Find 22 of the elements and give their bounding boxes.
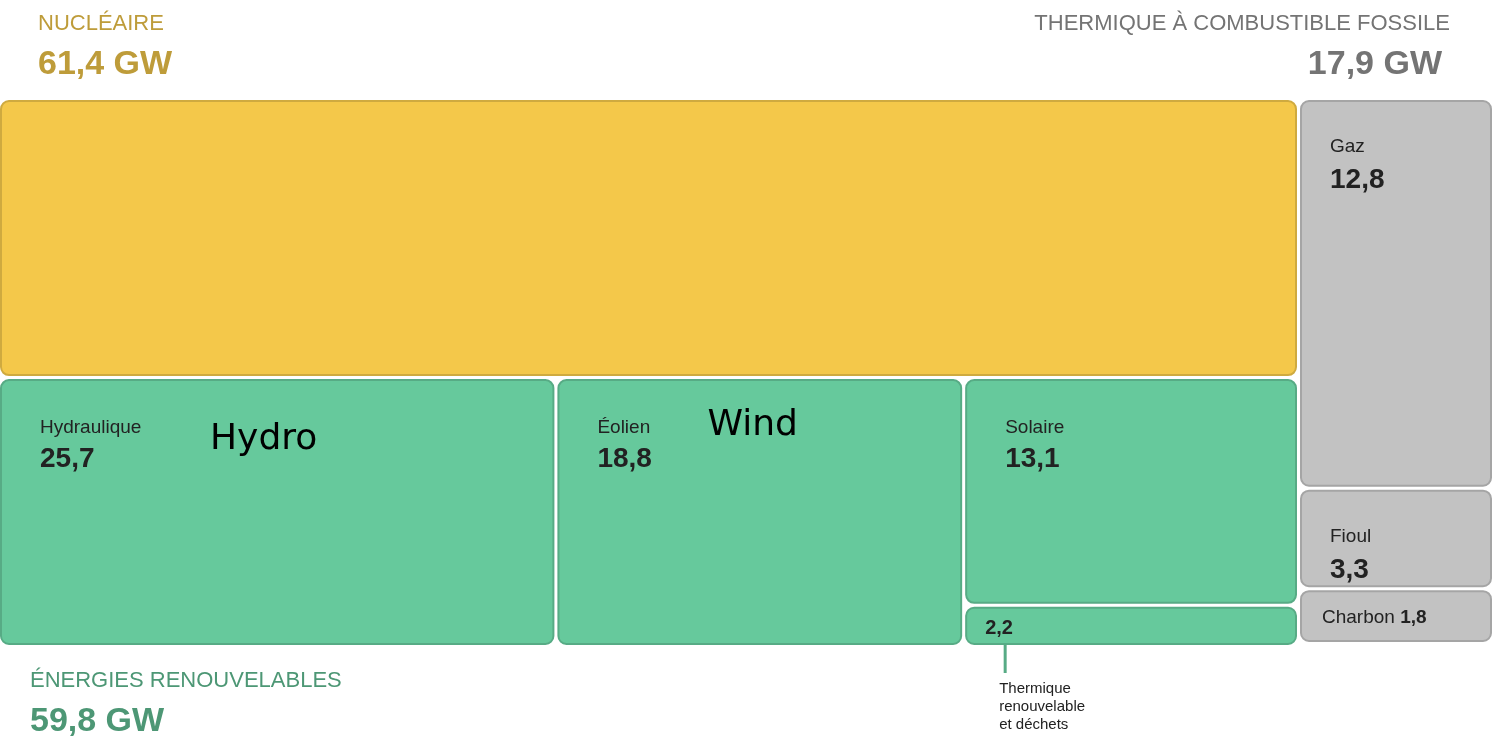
category-label: Charbon [1322, 606, 1395, 628]
data-label: 12,8 [1330, 163, 1385, 194]
data-label: 1,8 [1400, 606, 1427, 628]
category-label: Fioul [1330, 524, 1372, 546]
data-label: 25,7 [40, 442, 95, 474]
data-label: 61,4 GW [38, 43, 174, 81]
category-label: Hydraulique [40, 416, 142, 438]
text: Wind [707, 402, 798, 444]
data-label: 3,3 [1330, 552, 1369, 584]
text: 59,8 GW [30, 700, 166, 738]
category-label: Éolien [597, 416, 651, 438]
data-label: 18,8 [597, 442, 652, 474]
text: ÉNERGIES RENOUVELABLES [30, 667, 342, 692]
category-label: Gaz [1330, 135, 1365, 156]
category-label: Thermique renouvelable et déchets [999, 679, 1086, 732]
data-label: 2,2 [985, 615, 1013, 638]
text: 17,9 GW [1307, 43, 1443, 81]
data-label: 13,1 [1005, 442, 1060, 474]
text: Hydro [210, 416, 318, 458]
category-label: NUCLÉAIRE [38, 10, 164, 35]
text: THERMIQUE À COMBUSTIBLE FOSSILE [1034, 10, 1450, 35]
category-label: Solaire [1005, 416, 1065, 438]
